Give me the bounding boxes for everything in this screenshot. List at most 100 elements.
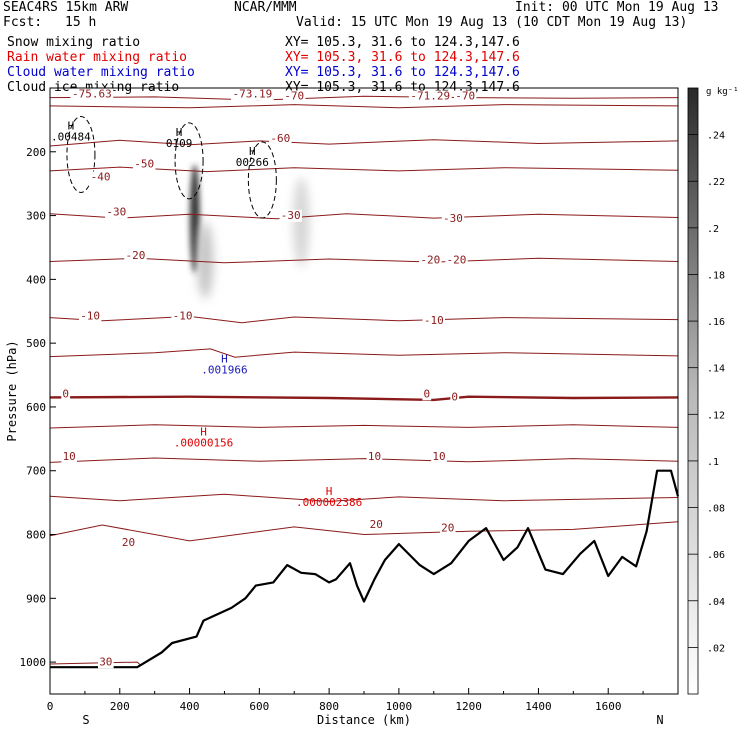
field-name-cloud-water: Cloud water mixing ratio xyxy=(7,65,195,80)
temperature-label-24: 20 xyxy=(370,518,383,531)
colorbar: g kg⁻¹ .24 .22 .2 .18 .16 .14 .12 .1 .08 .06 .04 .02 xyxy=(687,87,739,695)
temperature-label-bg-24 xyxy=(368,519,385,532)
colorbar-tick-label-6: .12 xyxy=(707,410,725,421)
fcst-label: Fcst: xyxy=(3,15,43,30)
snow-max-h-1: H xyxy=(176,126,183,139)
rain-max-value-1: .000002386 xyxy=(296,496,362,509)
y-tick-label-7: 900 xyxy=(26,592,46,605)
isotherm-line-30 xyxy=(49,661,142,666)
temperature-label-7: -40 xyxy=(91,170,111,183)
x-tick-label-6: 1200 xyxy=(455,700,482,713)
cloud-ice-blob-2 xyxy=(293,177,310,267)
snow-max-value-0: .00484 xyxy=(51,130,91,143)
y-tick-label-8: 1000 xyxy=(20,656,47,669)
isotherm-line-7 xyxy=(49,348,679,358)
temperature-label-17: 0 xyxy=(62,387,69,400)
rain-max-h-0: H xyxy=(200,426,207,439)
temperature-label-26: 30 xyxy=(99,655,112,668)
isotherm-line-3 xyxy=(49,166,679,173)
colorbar-tick-label-11: .02 xyxy=(707,643,725,654)
temperature-label-bg-7 xyxy=(89,171,112,184)
temperature-label-6: -50 xyxy=(134,158,154,171)
colorbar-tick-label-5: .14 xyxy=(707,364,725,375)
temperature-label-2: -70 xyxy=(284,89,304,102)
colorbar-tick-label-9: .06 xyxy=(707,550,725,561)
field-xy-rain: XY= 105.3, 31.6 to 124.3,147.6 xyxy=(285,50,520,65)
x-tick-label-5: 1000 xyxy=(386,700,413,713)
temperature-label-23: 20 xyxy=(122,536,135,549)
colorbar-tick-label-10: .04 xyxy=(707,597,725,608)
y-tick-label-0: 200 xyxy=(26,146,46,159)
isotherm-line-8 xyxy=(49,395,679,402)
snow-max-value-1: 0109 xyxy=(166,137,193,150)
isotherm-line-9 xyxy=(49,424,679,429)
x-tick-label-0: 0 xyxy=(47,700,54,713)
temperature-label-bg-25 xyxy=(439,522,456,535)
temperature-label-15: -10 xyxy=(173,310,193,323)
temperature-label-13: -20 xyxy=(447,253,467,266)
x-tick-label-8: 1600 xyxy=(595,700,622,713)
field-name-rain: Rain water mixing ratio xyxy=(7,50,188,65)
temperature-label-bg-14 xyxy=(78,310,102,323)
temperature-label-bg-8 xyxy=(105,206,128,219)
snow-max-h-2: H xyxy=(249,145,256,158)
temperature-label-5: -60 xyxy=(270,132,290,145)
snow-contour-0 xyxy=(66,115,96,193)
temperature-label-8: -30 xyxy=(106,206,126,219)
temperature-label-22: 10 xyxy=(432,450,445,463)
temperature-label-bg-1 xyxy=(230,88,274,101)
snow-contours xyxy=(66,115,277,219)
y-tick-label-5: 700 xyxy=(26,465,46,478)
temperature-label-3: -71.29 xyxy=(410,89,450,102)
colorbar-tick-label-2: .2 xyxy=(707,224,719,235)
snow-contour-1 xyxy=(174,122,204,200)
snow-contour-2 xyxy=(247,141,277,219)
y-tick-label-3: 500 xyxy=(26,337,46,350)
x-tick-label-2: 400 xyxy=(180,700,200,713)
temperature-label-bg-6 xyxy=(133,158,156,171)
temperature-label-9: -30 xyxy=(281,209,301,222)
temperature-label-18: 0 xyxy=(423,387,430,400)
temperature-label-bg-26 xyxy=(98,656,114,669)
temperature-label-bg-12 xyxy=(419,254,442,267)
cloud-ice-shading xyxy=(189,164,310,299)
temperature-label-bg-4 xyxy=(453,90,477,103)
temperature-label-16: -10 xyxy=(424,314,444,327)
temperature-label-19: 0 xyxy=(451,391,458,404)
x-end-label-left: S xyxy=(82,713,89,727)
temperature-label-bg-15 xyxy=(171,310,194,323)
terrain-layer xyxy=(50,469,680,669)
x-tick-label-1: 200 xyxy=(110,700,130,713)
temperature-label-bg-23 xyxy=(120,537,137,550)
temperature-label-10: -30 xyxy=(443,212,463,225)
temperature-label-bg-20 xyxy=(61,450,77,463)
colorbar-scale xyxy=(687,87,699,695)
rain-max-h-1: H xyxy=(326,485,333,498)
axes: 0 200 400 600 800 1000 1200 1400 160020030040050… xyxy=(5,146,664,727)
field-xy-snow: XY= 105.3, 31.6 to 124.3,147.6 xyxy=(285,35,520,50)
isotherm-line-0 xyxy=(49,95,679,101)
rain-max-value-0: .00000156 xyxy=(174,437,234,450)
snow-max-value-2: 00266 xyxy=(236,156,269,169)
isotherm-line-4 xyxy=(49,213,679,220)
cloud-water-max-h-0: H xyxy=(221,352,228,365)
temperature-label-20: 10 xyxy=(63,450,76,463)
field-name-snow: Snow mixing ratio xyxy=(7,35,141,50)
plot-frame xyxy=(49,87,679,695)
isotherm-line-11 xyxy=(49,493,679,502)
model-title: SEAC4RS 15km ARW xyxy=(3,0,129,15)
x-tick-label-7: 1400 xyxy=(525,700,552,713)
y-tick-label-1: 300 xyxy=(26,210,46,223)
temperature-label-bg-13 xyxy=(445,254,468,267)
org-label: NCAR/MMM xyxy=(234,0,297,15)
temperature-label-12: -20 xyxy=(420,253,440,266)
temperature-label-21: 10 xyxy=(368,450,381,463)
contour-labels: -75.63 -73.19 -70 -71.29 -70 -60 -50 -40 -30 -30 -… xyxy=(51,88,477,669)
y-tick-label-6: 800 xyxy=(26,529,46,542)
y-axis-label: Pressure (hPa) xyxy=(5,340,19,441)
colorbar-tick-label-7: .1 xyxy=(707,457,719,468)
temperature-label-1: -73.19 xyxy=(232,88,272,101)
temperature-label-4: -70 xyxy=(455,89,475,102)
cloud-water-max-value-0: .001966 xyxy=(201,363,247,376)
temperature-contours xyxy=(49,95,679,666)
